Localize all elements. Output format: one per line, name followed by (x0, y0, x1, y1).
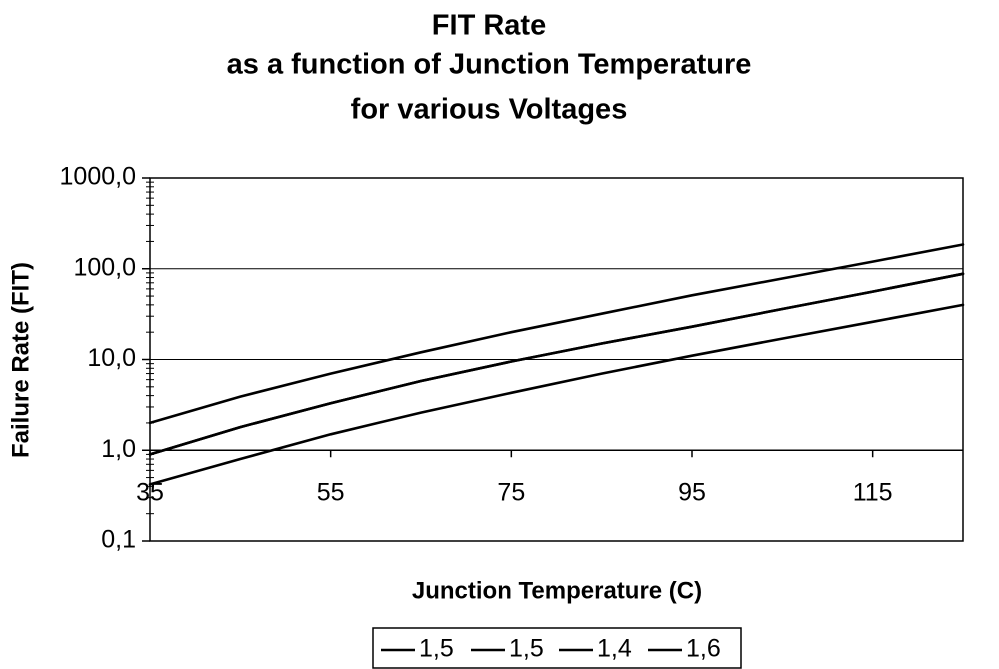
legend-item: 1,5 (471, 635, 544, 663)
y-tick-label: 100,0 (73, 253, 136, 281)
x-axis-title: Junction Temperature (C) (412, 577, 702, 604)
series-line (148, 243, 965, 425)
x-tick-label: 95 (678, 479, 706, 507)
x-axis: 35 55 75 95 115 (136, 449, 963, 507)
y-tick-label: 1000,0 (60, 163, 136, 191)
series-line (148, 272, 965, 456)
legend-label: 1,4 (597, 635, 632, 663)
chart-title-line: FIT Rate (432, 10, 546, 42)
chart-title-line: for various Voltages (351, 94, 628, 126)
legend-item: 1,5 (381, 635, 454, 663)
legend-label: 1,5 (509, 635, 544, 663)
y-tick-label: 0,1 (101, 526, 136, 554)
y-axis-title: Failure Rate (FIT) (7, 262, 34, 458)
x-tick-label: 55 (317, 479, 345, 507)
series-line (148, 272, 965, 456)
x-tick-label: 115 (853, 479, 893, 507)
legend-item: 1,6 (648, 635, 721, 663)
legend: 1,5 1,5 1,4 1,6 (372, 627, 742, 669)
chart-title: FIT Rate as a function of Junction Temper… (227, 10, 752, 126)
series-line (148, 303, 965, 486)
legend-label: 1,5 (419, 635, 454, 663)
legend-box (372, 627, 742, 669)
y-axis: 0,1 1,0 10,0 100,0 1000,0 (60, 163, 154, 554)
chart-title-line: as a function of Junction Temperature (227, 49, 752, 81)
legend-label: 1,6 (686, 635, 721, 663)
y-tick-label: 10,0 (87, 344, 136, 372)
x-tick-label: 75 (497, 479, 525, 507)
series-lines (148, 243, 965, 486)
y-tick-label: 1,0 (101, 435, 136, 463)
legend-item: 1,4 (559, 635, 632, 663)
gridlines (150, 268, 963, 451)
